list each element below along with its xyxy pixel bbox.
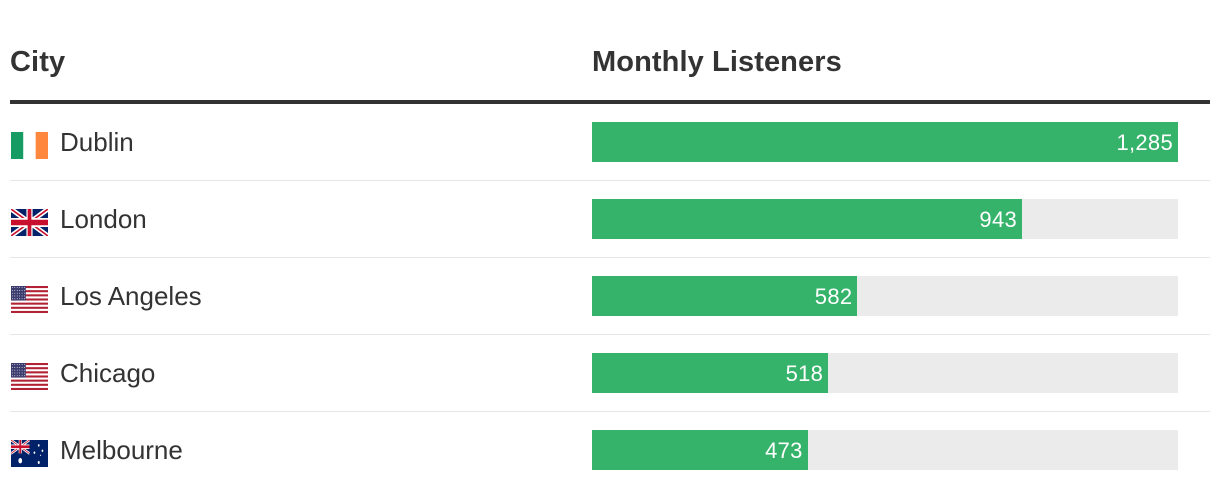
listeners-column-header: Monthly Listeners bbox=[592, 46, 842, 78]
table-row: Melbourne 473 bbox=[10, 412, 1210, 488]
bar: 943 bbox=[592, 199, 1023, 239]
bar-value-label: 473 bbox=[765, 438, 803, 463]
city-name: London bbox=[60, 204, 147, 234]
table-row: London 943 bbox=[10, 181, 1210, 258]
city-name: Dublin bbox=[60, 127, 134, 157]
table-row: Dublin 1,285 bbox=[10, 104, 1210, 181]
bar-value-label: 518 bbox=[785, 361, 824, 386]
uk-flag-icon bbox=[11, 209, 48, 236]
usa-flag-icon bbox=[11, 286, 48, 313]
bar: 1,285 bbox=[592, 122, 1178, 162]
australia-flag-icon bbox=[11, 440, 48, 467]
bar: 518 bbox=[592, 353, 829, 393]
bar-value-label: 1,285 bbox=[1116, 130, 1173, 155]
listeners-table: City Monthly Listeners Dublin 1,285 Lond… bbox=[10, 0, 1210, 488]
bar-track: 943 bbox=[592, 199, 1178, 239]
table-row: Chicago 518 bbox=[10, 335, 1210, 412]
bar-value-label: 943 bbox=[979, 207, 1018, 232]
table-body: Dublin 1,285 London 943 Los Angeles 582 bbox=[10, 104, 1210, 488]
ireland-flag-icon bbox=[11, 132, 48, 159]
bar-value-label: 582 bbox=[814, 284, 853, 309]
bar: 473 bbox=[592, 430, 808, 470]
bar-track: 582 bbox=[592, 276, 1178, 316]
table-header: City Monthly Listeners bbox=[10, 0, 1210, 104]
city-name: Los Angeles bbox=[60, 281, 202, 311]
city-column-header: City bbox=[10, 46, 66, 78]
bar-track: 473 bbox=[592, 430, 1178, 470]
city-name: Chicago bbox=[60, 358, 156, 388]
table-row: Los Angeles 582 bbox=[10, 258, 1210, 335]
usa-flag-icon bbox=[11, 363, 48, 390]
bar-track: 518 bbox=[592, 353, 1178, 393]
city-name: Melbourne bbox=[60, 435, 183, 465]
bar-track: 1,285 bbox=[592, 122, 1178, 162]
bar: 582 bbox=[592, 276, 858, 316]
